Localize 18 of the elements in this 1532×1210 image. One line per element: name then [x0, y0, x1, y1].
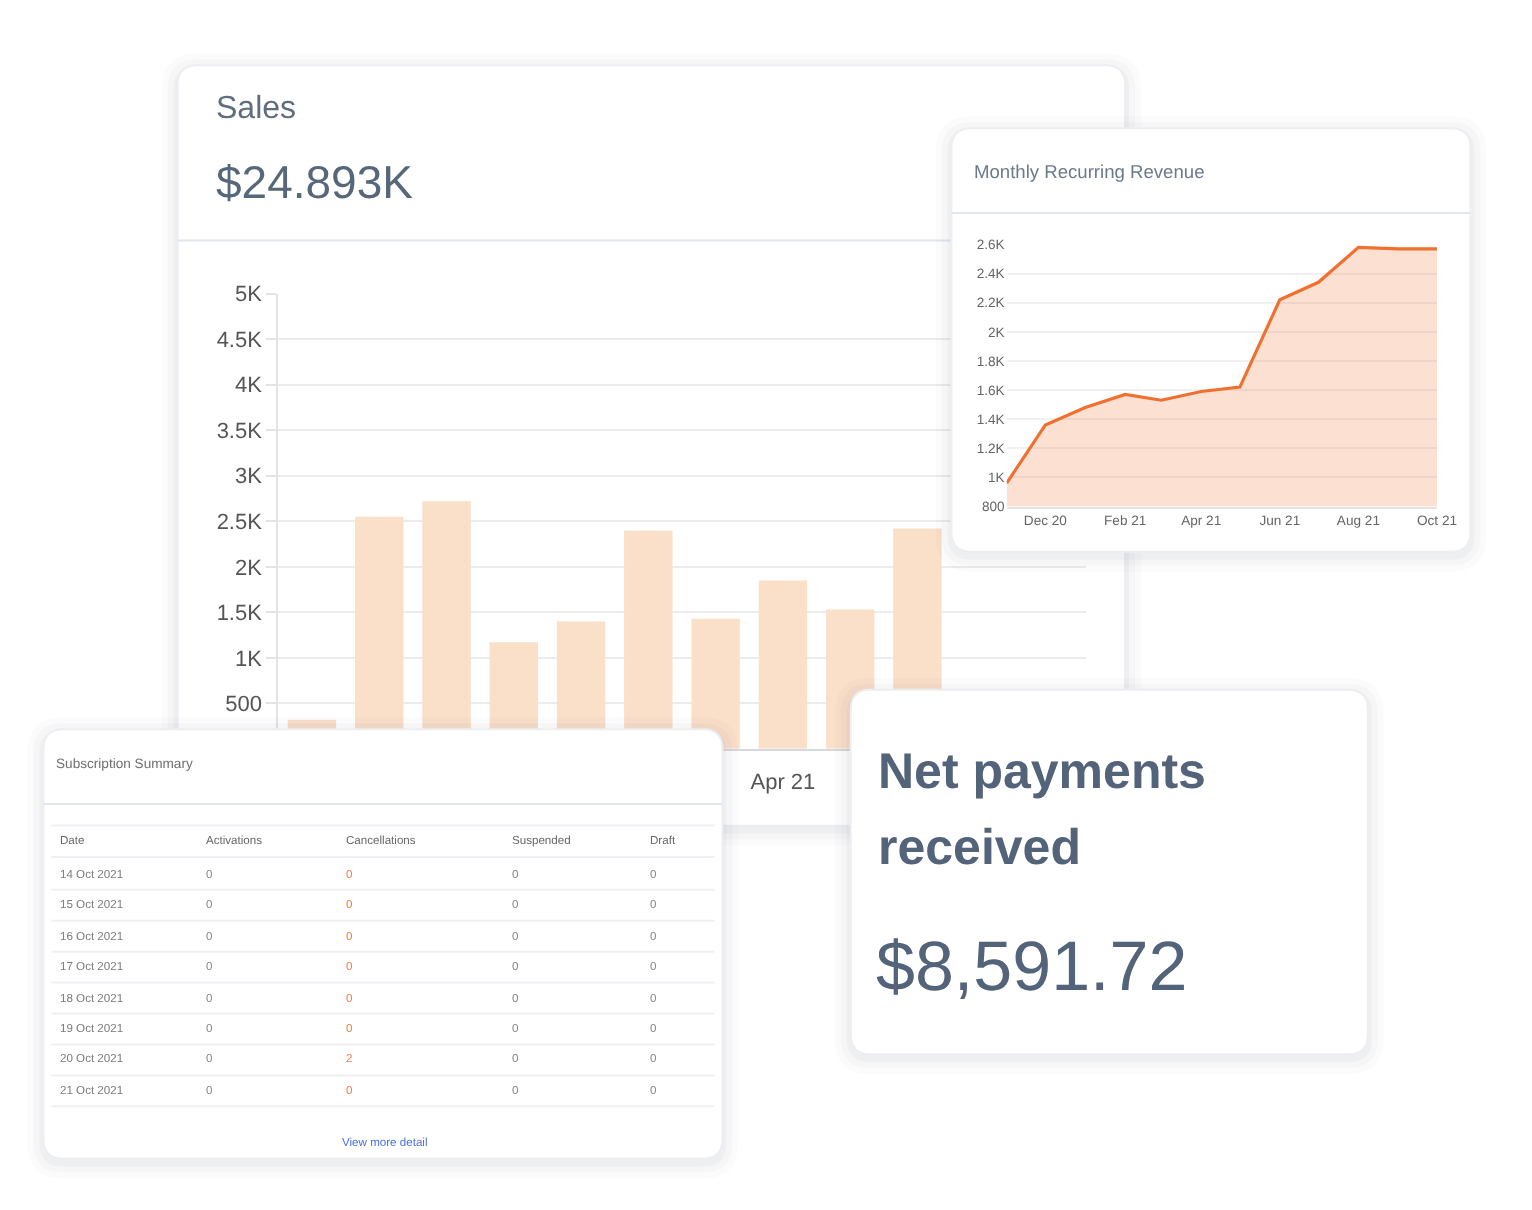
bar	[758, 580, 808, 749]
y-tick-label: 3.5K	[216, 419, 264, 444]
chart-subtitle: $24.893K	[216, 156, 415, 208]
x-tick-label: Apr 21	[750, 771, 816, 796]
y-tick-label: 2K	[234, 556, 264, 581]
y-tick-label: 500	[225, 693, 262, 718]
chart-title: Monthly Recurring Revenue	[974, 162, 1205, 182]
text: $8,591.72	[876, 928, 1188, 1006]
y-tick-label: 4.5K	[216, 328, 264, 353]
text: Net payments received	[878, 744, 1206, 876]
y-tick-label: 4K	[234, 374, 264, 399]
chart-title: Sales	[216, 92, 297, 126]
bar	[691, 618, 740, 749]
y-tick-label: 5K	[234, 283, 264, 308]
y-tick-label: 2.5K	[216, 510, 264, 535]
y-tick-label: 1K	[234, 647, 264, 672]
y-tick-label: 3K	[234, 465, 264, 490]
y-tick-label: 1.5K	[216, 602, 264, 626]
